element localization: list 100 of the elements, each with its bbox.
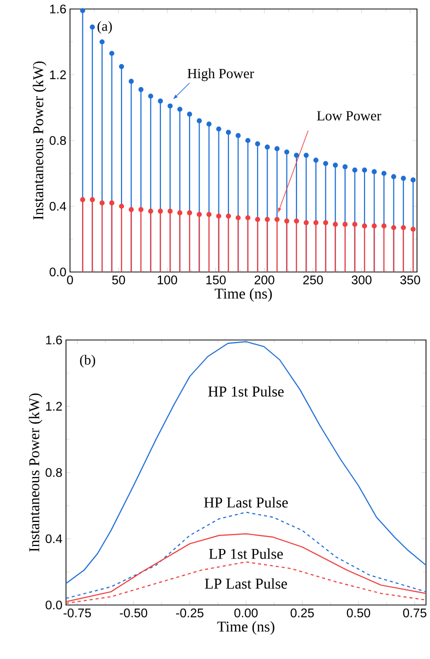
point (99, 39, 105, 44)
point (254, 141, 260, 146)
point (332, 162, 338, 168)
x-tick-label: 250 (303, 276, 323, 284)
point (118, 204, 124, 209)
point (323, 160, 328, 166)
y-axis-title: Instantaneous Power (kW) (28, 393, 42, 552)
point (362, 223, 367, 229)
point (186, 210, 192, 216)
point (313, 220, 318, 226)
x-tick-label: 0 (66, 276, 73, 284)
point (128, 206, 134, 212)
y-tick-label: 1.6 (46, 336, 62, 344)
point (216, 214, 222, 219)
y-tick-label: 0.0 (46, 600, 62, 610)
y-tick-label: 1.2 (50, 70, 66, 80)
line-series (65, 512, 426, 599)
point (400, 176, 406, 181)
x-tick-label: 0.75 (403, 608, 426, 618)
point (342, 222, 348, 227)
x-tick-label: -0.25 (176, 608, 204, 618)
y-tick-label: 0.4 (46, 534, 62, 544)
point (332, 222, 338, 227)
point (245, 138, 250, 144)
y-tick-label: 0.8 (50, 136, 66, 145)
x-tick-label: 100 (158, 276, 178, 284)
series-label: High Power (187, 68, 254, 82)
point (264, 216, 270, 222)
x-axis-title: Time (ns) (217, 621, 274, 635)
point (362, 168, 367, 173)
point (294, 152, 299, 158)
point (352, 222, 358, 227)
point (109, 50, 114, 56)
point (138, 87, 144, 92)
point (294, 218, 299, 224)
point (167, 103, 173, 109)
point (226, 130, 231, 135)
y-tick-label: 1.2 (46, 402, 62, 411)
point (381, 223, 386, 229)
point (138, 206, 144, 212)
point (177, 106, 182, 112)
x-tick-label: 200 (254, 276, 274, 284)
x-tick-label: 350 (400, 276, 420, 284)
x-tick-label: -0.75 (64, 608, 91, 618)
x-tick-label: 50 (112, 276, 125, 284)
point (313, 158, 318, 163)
point (410, 177, 416, 182)
point (284, 149, 290, 155)
point (391, 225, 396, 230)
x-tick-label: 150 (206, 276, 226, 284)
point (352, 168, 358, 173)
point (148, 94, 154, 99)
point (236, 215, 241, 220)
point (196, 212, 202, 218)
point (80, 8, 86, 14)
point (128, 78, 134, 84)
point (236, 133, 241, 138)
point (177, 210, 182, 216)
series-label: HP Last Pulse (204, 497, 288, 508)
point (109, 200, 114, 206)
point (186, 112, 192, 117)
point (342, 164, 348, 170)
x-tick-label: 0.00 (234, 608, 258, 618)
point (90, 197, 95, 202)
y-tick-label: 1.6 (50, 4, 66, 14)
point (118, 64, 124, 70)
point (274, 146, 280, 152)
point (206, 212, 212, 218)
point (158, 208, 163, 214)
point (196, 118, 202, 124)
x-tick-label: 0.50 (346, 608, 370, 618)
x-axis-title: Time (ns) (214, 288, 272, 302)
point (264, 144, 270, 150)
point (381, 170, 386, 176)
point (274, 216, 280, 222)
point (226, 214, 231, 219)
point (148, 208, 154, 214)
point (158, 98, 163, 104)
series-label: HP 1st Pulse (208, 386, 284, 397)
point (284, 218, 290, 224)
y-tick-label: 0.0 (50, 268, 66, 276)
point (99, 200, 105, 206)
y-tick-label: 0.4 (50, 202, 66, 211)
y-tick-label: 0.8 (46, 468, 62, 477)
series-label: LP Last Pulse (204, 578, 287, 589)
point (90, 24, 95, 30)
text: Low Power (316, 111, 382, 120)
annotation: (a) (97, 21, 112, 34)
point (400, 225, 406, 230)
y-axis-title: Instantaneous Power (kW) (32, 61, 46, 220)
point (391, 174, 396, 180)
point (167, 208, 173, 214)
point (372, 223, 377, 229)
point (410, 226, 416, 232)
point (206, 122, 212, 127)
point (245, 215, 250, 220)
annotation: (b) (80, 354, 96, 368)
x-tick-label: 0.25 (290, 608, 314, 618)
point (304, 220, 309, 226)
point (323, 220, 328, 226)
